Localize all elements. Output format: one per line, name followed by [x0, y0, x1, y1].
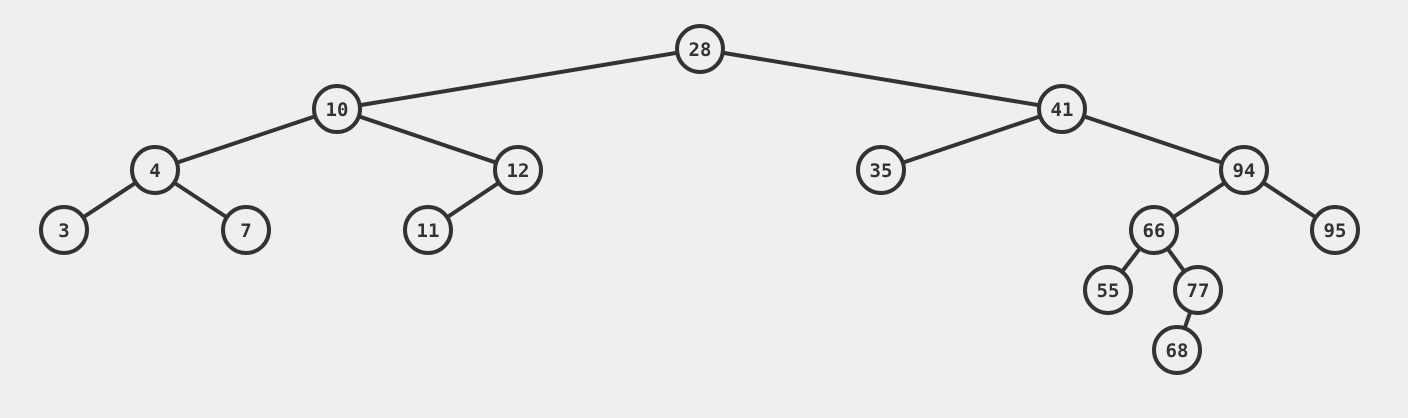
edge-41-94 [1060, 107, 1246, 172]
node-circle [312, 84, 362, 134]
node-circle [675, 24, 725, 74]
tree-node-12: 12 [493, 145, 543, 195]
node-circle [493, 145, 543, 195]
tree-node-11: 11 [403, 205, 453, 255]
node-circle [1310, 205, 1360, 255]
node-label: 95 [1324, 220, 1347, 242]
tree-nodes: 28 10 41 4 12 35 94 3 7 11 66 95 55 77 68 [39, 24, 1360, 375]
node-label: 94 [1233, 160, 1256, 182]
node-circle [1152, 325, 1202, 375]
node-label: 4 [149, 160, 160, 182]
tree-edges [62, 47, 1337, 352]
node-circle [1129, 205, 1179, 255]
tree-node-3: 3 [39, 205, 89, 255]
node-circle [39, 205, 89, 255]
edge-10-4 [153, 107, 339, 172]
node-circle [403, 205, 453, 255]
tree-node-68: 68 [1152, 325, 1202, 375]
node-circle [221, 205, 271, 255]
edge-41-35 [879, 107, 1064, 172]
tree-node-41: 41 [1037, 84, 1087, 134]
node-circle [1037, 84, 1087, 134]
node-label: 11 [417, 220, 440, 242]
tree-node-55: 55 [1083, 265, 1133, 315]
node-label: 28 [689, 39, 712, 61]
tree-node-28: 28 [675, 24, 725, 74]
node-circle [1173, 265, 1223, 315]
edge-10-12 [335, 107, 520, 172]
tree-node-10: 10 [312, 84, 362, 134]
node-label: 68 [1166, 340, 1189, 362]
edge-28-10 [335, 47, 702, 111]
node-label: 35 [870, 160, 893, 182]
node-label: 12 [507, 160, 530, 182]
node-circle [130, 145, 180, 195]
tree-node-66: 66 [1129, 205, 1179, 255]
tree-node-4: 4 [130, 145, 180, 195]
node-label: 66 [1143, 220, 1166, 242]
node-label: 77 [1187, 280, 1210, 302]
node-circle [1219, 145, 1269, 195]
node-label: 3 [58, 220, 69, 242]
tree-node-94: 94 [1219, 145, 1269, 195]
tree-node-35: 35 [856, 145, 906, 195]
node-circle [856, 145, 906, 195]
tree-node-7: 7 [221, 205, 271, 255]
tree-node-77: 77 [1173, 265, 1223, 315]
edge-28-41 [698, 47, 1064, 111]
node-label: 41 [1051, 99, 1074, 121]
node-label: 10 [326, 99, 349, 121]
node-circle [1083, 265, 1133, 315]
node-label: 7 [240, 220, 251, 242]
tree-node-95: 95 [1310, 205, 1360, 255]
node-label: 55 [1097, 280, 1120, 302]
